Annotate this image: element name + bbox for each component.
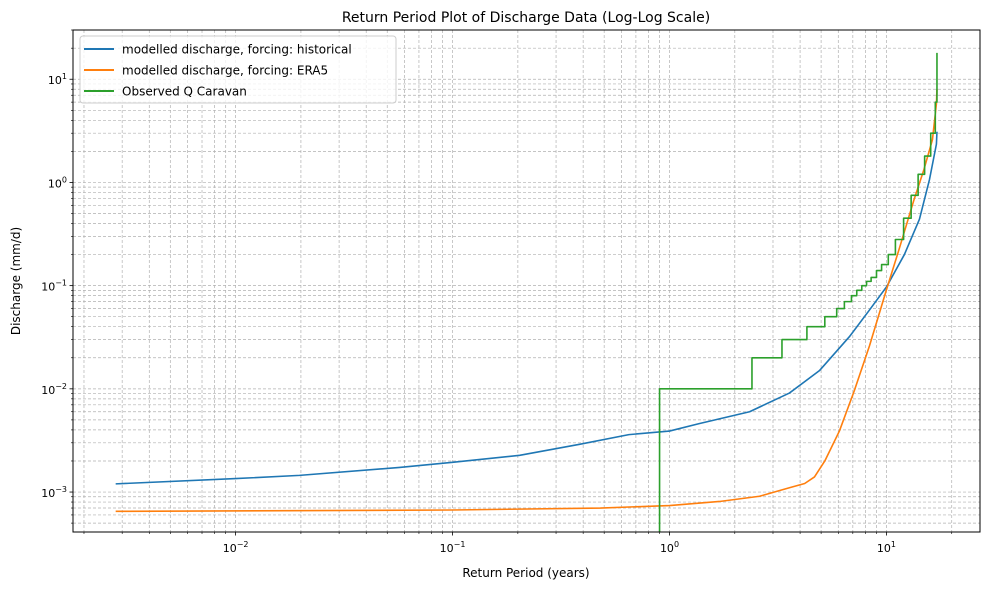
plot-frame: [72, 29, 981, 533]
ticks: 10−2 10−1 100 101 10−3 10−2 10−1 100 101: [41, 29, 953, 555]
legend: modelled discharge, forcing: historical …: [79, 35, 397, 104]
series-line-1: [115, 89, 938, 513]
y-tick-label: 100: [48, 175, 67, 190]
x-tick-label: 100: [660, 540, 679, 555]
legend-label-historical: modelled discharge, forcing: historical: [122, 43, 352, 57]
y-tick-label: 10−1: [41, 279, 67, 294]
x-tick-label: 10−1: [440, 540, 466, 555]
y-tick-label: 10−3: [41, 485, 67, 500]
legend-label-era5: modelled discharge, forcing: ERA5: [122, 64, 328, 78]
x-tick-label: 101: [877, 540, 896, 555]
y-tick-label: 101: [48, 72, 67, 87]
chart-title: Return Period Plot of Discharge Data (Lo…: [342, 10, 710, 26]
y-tick-label: 10−2: [41, 382, 67, 397]
grid: [73, 29, 980, 532]
series-line-2: [658, 52, 938, 532]
y-axis-label: Discharge (mm/d): [9, 227, 23, 335]
x-axis-label: Return Period (years): [462, 566, 589, 580]
x-tick-label: 10−2: [223, 540, 249, 555]
legend-label-observed: Observed Q Caravan: [122, 85, 247, 99]
series-group: [115, 52, 938, 532]
series-line-0: [115, 131, 938, 485]
legend-box: [79, 35, 397, 104]
